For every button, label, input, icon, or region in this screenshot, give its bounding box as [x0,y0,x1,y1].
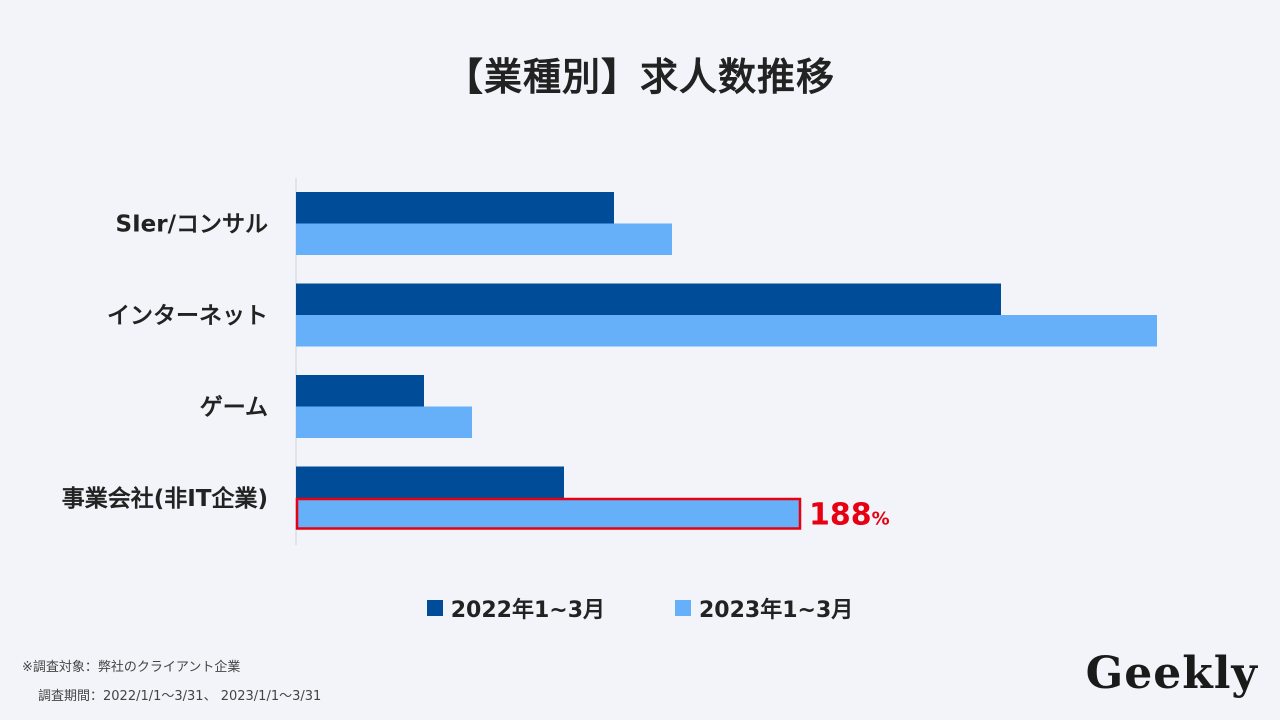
growth-value: 188 [809,498,872,533]
bar-2-1 [296,406,472,438]
bar-0-0 [296,192,614,224]
survey-period-note: 調査期間：2022/1/1〜3/31、 2023/1/1〜3/31 [38,689,322,704]
category-label-2: ゲーム [200,395,268,421]
bar-3-1 [296,498,799,530]
bar-0-1 [296,223,672,255]
legend-swatch-2022 [426,600,443,616]
legend: 2022年1~3月 2023年1~3月 [0,592,1280,624]
chart-title: 【業種別】求人数推移 [444,55,835,99]
category-label-1: インターネット [107,303,268,329]
legend-label-2022: 2022年1~3月 [450,598,605,623]
legend-label-2023: 2023年1~3月 [699,598,854,623]
bar-2-0 [296,375,424,407]
category-label-3: 事業会社(非IT企業) [62,485,268,512]
growth-unit: % [872,509,890,530]
legend-item-2023: 2023年1~3月 [675,592,853,624]
growth-annotation: 188% [809,498,890,533]
bar-1-1 [296,315,1157,347]
category-label-0: SIer/コンサル [116,212,268,238]
bar-1-0 [296,283,1001,315]
brand-logo: Geekly [1085,648,1258,699]
highlight-box [295,497,802,530]
legend-swatch-2023 [675,600,691,616]
legend-item-2022: 2022年1~3月 [426,592,605,624]
survey-target-note: ※調査対象：弊社のクライアント企業 [22,660,241,675]
bar-3-0 [296,466,564,498]
